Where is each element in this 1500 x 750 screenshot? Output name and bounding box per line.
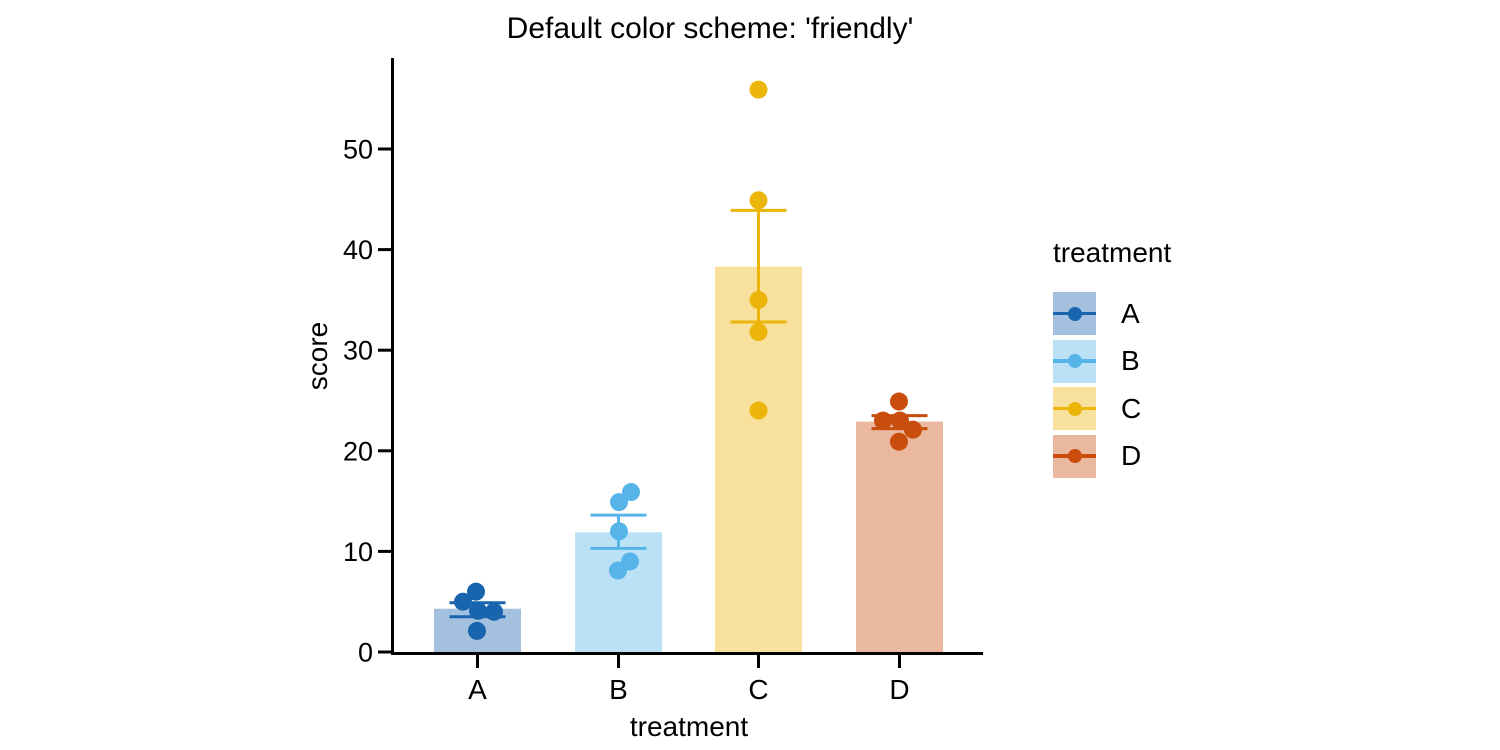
x-axis-label: treatment (629, 711, 749, 742)
x-tick-label: D (889, 674, 909, 705)
y-tick-label: 50 (343, 135, 373, 165)
data-point-B (609, 561, 627, 580)
y-tick-label: 10 (343, 537, 373, 567)
y-tick-label: 20 (343, 436, 373, 466)
x-tick-label: C (748, 674, 768, 705)
legend-entry-C: C (1053, 387, 1171, 430)
x-tick-label: A (468, 674, 487, 705)
data-point-A (468, 621, 486, 640)
data-point-A (454, 592, 472, 611)
data-point-A (485, 602, 503, 621)
legend-key-A (1053, 292, 1096, 335)
bar-B (575, 532, 662, 654)
legend-entry-label: D (1121, 440, 1142, 471)
legend-key-dot-icon (1067, 306, 1082, 321)
legend-key-C (1053, 387, 1096, 430)
legend-entry-label: B (1121, 345, 1140, 376)
legend-title: treatment (1053, 237, 1172, 268)
legend-entry-label: C (1121, 392, 1142, 424)
data-point-D (890, 392, 908, 411)
data-point-C (749, 191, 768, 210)
data-point-D (890, 432, 908, 451)
legend-key-dot-icon (1067, 449, 1082, 463)
data-point-C (749, 290, 768, 309)
y-tick-label: 40 (343, 235, 373, 265)
chart-title: Default color scheme: 'friendly' (506, 12, 914, 45)
data-point-B (622, 483, 640, 502)
legend-key-D (1053, 434, 1096, 478)
data-point-C (749, 323, 768, 342)
data-point-B (610, 493, 628, 512)
y-tick-label: 0 (358, 638, 373, 668)
legend-entry-D: D (1053, 434, 1171, 478)
legend-entry-A: A (1053, 292, 1171, 335)
legend-key-B (1053, 339, 1096, 383)
x-tick-label: B (609, 674, 628, 705)
legend-entry-label: A (1121, 297, 1140, 329)
data-point-B (610, 522, 628, 541)
y-tick-label: 30 (343, 336, 373, 366)
data-point-C (749, 401, 768, 420)
legend-key-dot-icon (1067, 401, 1082, 416)
legend-entry-B: B (1053, 339, 1171, 383)
data-point-D (904, 420, 922, 439)
data-point-D (874, 411, 892, 430)
data-point-A (469, 601, 487, 620)
data-point-C (749, 80, 768, 99)
bar-D (856, 421, 943, 654)
y-axis-label: score (302, 321, 333, 391)
data-point-D (891, 411, 909, 430)
data-point-A (467, 582, 485, 601)
legend-key-dot-icon (1067, 354, 1082, 368)
